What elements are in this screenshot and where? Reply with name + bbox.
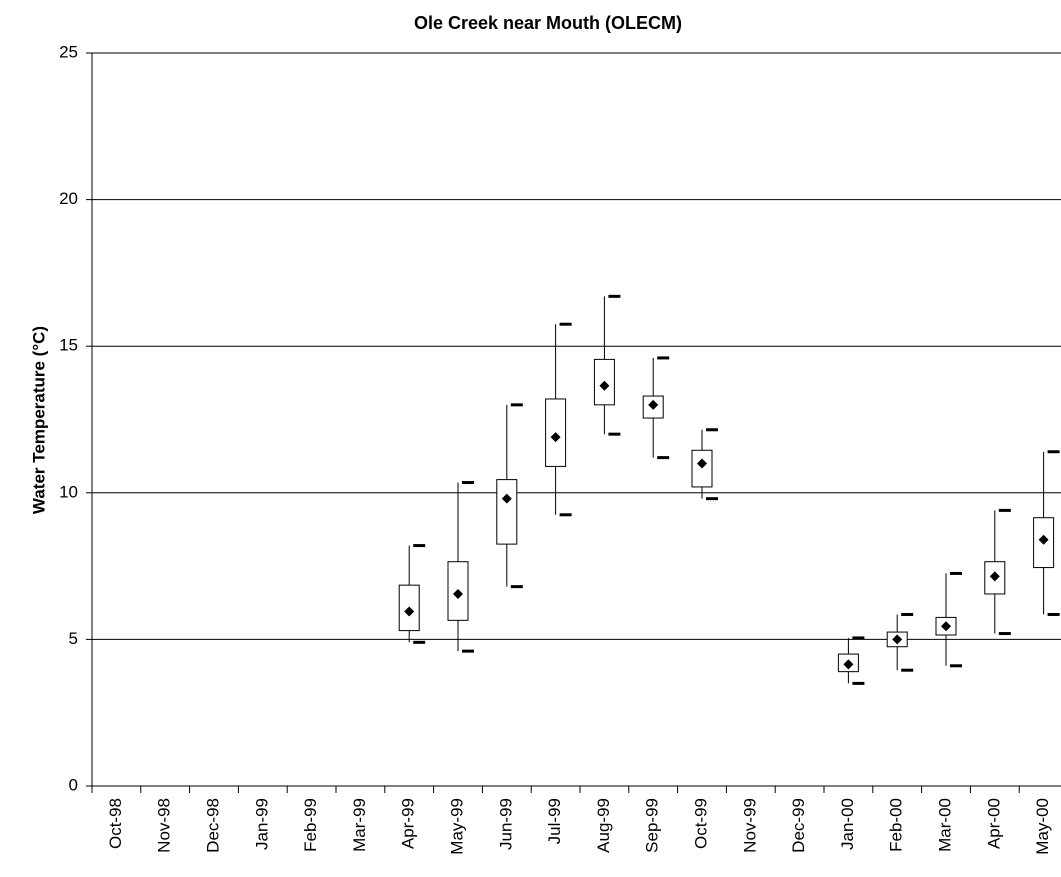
chart-title: Ole Creek near Mouth (OLECM) xyxy=(414,13,682,33)
x-tick-label: Sep-99 xyxy=(643,798,662,853)
mean-marker xyxy=(453,588,463,599)
mean-marker xyxy=(892,634,903,645)
mean-marker xyxy=(697,458,707,469)
x-tick-label: Oct-98 xyxy=(106,798,125,849)
mean-marker xyxy=(648,399,659,410)
y-tick-label: 0 xyxy=(69,775,78,794)
x-tick-label: Mar-99 xyxy=(350,798,369,852)
x-tick-label: Nov-98 xyxy=(155,798,174,853)
mean-marker xyxy=(599,380,610,391)
mean-marker xyxy=(1038,534,1049,545)
y-tick-label: 20 xyxy=(59,189,78,208)
x-tick-label: Apr-99 xyxy=(399,798,418,849)
x-tick-label: Feb-00 xyxy=(887,798,906,852)
x-tick-label: Dec-98 xyxy=(203,798,222,853)
mean-marker xyxy=(550,432,561,443)
box xyxy=(496,479,518,545)
box xyxy=(691,449,713,488)
x-tick-label: Apr-00 xyxy=(984,798,1003,849)
mean-marker xyxy=(843,659,854,670)
x-tick-label: May-00 xyxy=(1033,798,1052,855)
x-tick-label: May-99 xyxy=(447,798,466,855)
y-axis-label: Water Temperature (°C) xyxy=(29,326,48,514)
y-tick-label: 10 xyxy=(59,482,78,501)
x-tick-label: Mar-00 xyxy=(935,798,954,852)
y-tick-label: 5 xyxy=(69,629,78,648)
y-tick-label: 15 xyxy=(59,336,78,355)
x-tick-label: Jan-99 xyxy=(252,798,271,850)
x-tick-label: Dec-99 xyxy=(789,798,808,853)
x-tick-label: Jan-00 xyxy=(838,798,857,850)
x-tick-label: Jul-99 xyxy=(545,798,564,844)
y-tick-label: 25 xyxy=(59,42,78,61)
x-tick-label: Oct-99 xyxy=(691,798,710,849)
x-tick-label: Feb-99 xyxy=(301,798,320,852)
x-tick-label: Jun-99 xyxy=(496,798,515,850)
x-tick-label: Nov-99 xyxy=(740,798,759,853)
x-tick-label: Aug-99 xyxy=(594,798,613,853)
mean-marker xyxy=(989,571,1000,582)
mean-marker xyxy=(404,606,415,617)
mean-marker xyxy=(501,493,512,504)
mean-marker xyxy=(941,621,951,632)
